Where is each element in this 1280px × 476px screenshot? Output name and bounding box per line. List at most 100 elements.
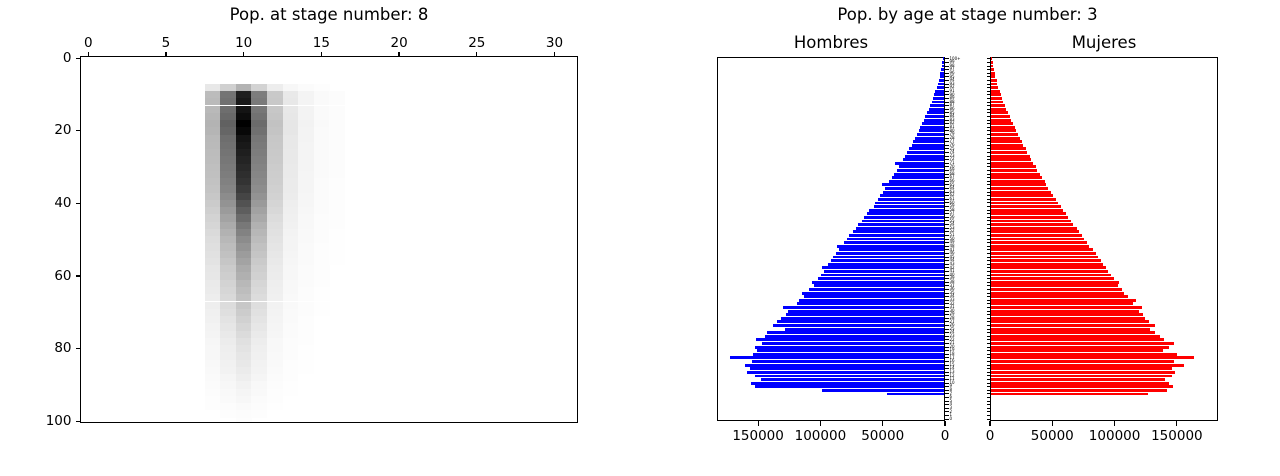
heatmap-cell [298, 352, 314, 360]
bar-hombres [912, 140, 944, 144]
mujeres-age-tick [986, 94, 990, 96]
hombres-age-tick [945, 288, 949, 290]
heatmap-cell [266, 178, 283, 186]
mujeres-age-tick [986, 97, 990, 99]
heatmap-cell [220, 228, 237, 237]
bar-hombres [925, 115, 944, 118]
bar-hombres [911, 143, 944, 147]
hombres-age-tick [945, 170, 949, 172]
heatmap-cell [298, 156, 314, 164]
heatmap-cell [204, 301, 221, 309]
hombres-age-tick [945, 119, 949, 121]
bar-mujeres [991, 381, 1170, 385]
mujeres-age-tick [986, 141, 990, 143]
hombres-age-tick [945, 306, 949, 308]
bar-hombres [896, 169, 944, 172]
bar-hombres [783, 306, 944, 309]
bar-hombres [926, 111, 944, 115]
hombres-age-tick [945, 177, 949, 179]
heatmap-cell [282, 178, 299, 186]
age-label: 40 [949, 271, 955, 277]
heatmap-cell [266, 185, 283, 193]
heatmap-cell [313, 199, 330, 208]
heatmap-cell [282, 250, 299, 258]
heatmap-cell [266, 127, 283, 135]
heatmap-cell [251, 403, 268, 411]
heatmap-cell [220, 359, 237, 367]
mujeres-age-tick [986, 371, 990, 373]
heatmap-cell [313, 98, 330, 106]
age-label: 21 [949, 340, 955, 346]
age-label: 58 [949, 206, 955, 212]
age-label: 29 [949, 311, 955, 317]
heatmap-cell [266, 141, 283, 150]
hombres-age-tick [945, 310, 949, 312]
bar-hombres [937, 82, 944, 86]
bar-mujeres [991, 100, 1004, 104]
age-label: 63 [949, 188, 955, 194]
bar-mujeres [991, 201, 1059, 205]
mujeres-age-tick [986, 332, 990, 334]
hombres-age-tick [945, 361, 949, 363]
hombres-age-tick [945, 130, 949, 132]
heatmap-x-tick-label: 30 [545, 35, 564, 51]
heatmap-cell [282, 236, 299, 244]
bar-mujeres [991, 57, 993, 61]
hombres-age-tick [945, 324, 949, 326]
bar-hombres [835, 251, 944, 255]
hombres-age-tick [945, 155, 949, 157]
heatmap-cell [298, 98, 314, 106]
bar-mujeres [991, 136, 1020, 140]
bar-hombres [833, 255, 944, 259]
mujeres-age-tick [986, 209, 990, 211]
heatmap-cell [235, 127, 252, 135]
heatmap-cell [266, 330, 283, 338]
age-label: 38 [949, 278, 955, 284]
mujeres-x-tick-label: 50000 [1030, 428, 1074, 444]
heatmap-cell [235, 257, 252, 266]
bar-mujeres [991, 172, 1040, 176]
hombres-age-tick [945, 152, 949, 153]
heatmap-cell [298, 178, 314, 186]
bar-hombres [809, 288, 944, 291]
hombres-age-tick [945, 115, 949, 117]
heatmap-cell [313, 286, 330, 295]
heatmap-cell [204, 257, 221, 266]
heatmap-cell [298, 199, 314, 208]
heatmap-cell [282, 90, 299, 99]
bar-hombres [866, 212, 944, 216]
bar-mujeres [991, 241, 1087, 245]
age-label: 68 [949, 170, 955, 176]
mujeres-age-tick [986, 350, 990, 352]
heatmap-cell [204, 170, 221, 179]
bar-hombres [885, 187, 944, 190]
bar-hombres [940, 68, 944, 72]
mujeres-age-tick [986, 411, 990, 413]
bar-mujeres [991, 338, 1165, 342]
heatmap-cell [204, 98, 221, 106]
mujeres-age-tick [986, 220, 990, 222]
heatmap-cell [266, 403, 283, 411]
bar-hombres [940, 71, 944, 75]
heatmap-cell [266, 352, 283, 360]
heatmap-cell [235, 294, 252, 302]
bar-mujeres [991, 205, 1061, 208]
heatmap-cell [282, 127, 299, 135]
bar-mujeres [991, 93, 1001, 97]
hombres-age-tick [945, 375, 949, 377]
heatmap-cell [235, 366, 252, 375]
mujeres-age-tick [986, 76, 990, 78]
mujeres-age-tick [986, 314, 990, 316]
mujeres-age-tick [986, 299, 990, 301]
heatmap-cell [220, 214, 237, 222]
age-label: 6 [949, 394, 953, 400]
bar-hombres [801, 291, 944, 295]
mujeres-age-tick [986, 227, 990, 229]
age-label: 7 [949, 390, 953, 396]
heatmap-cell [266, 286, 283, 295]
hombres-age-tick [945, 353, 949, 355]
bar-mujeres [991, 230, 1080, 234]
heatmap-cell [266, 192, 283, 200]
bar-hombres [891, 176, 944, 180]
heatmap-cell [235, 149, 252, 157]
